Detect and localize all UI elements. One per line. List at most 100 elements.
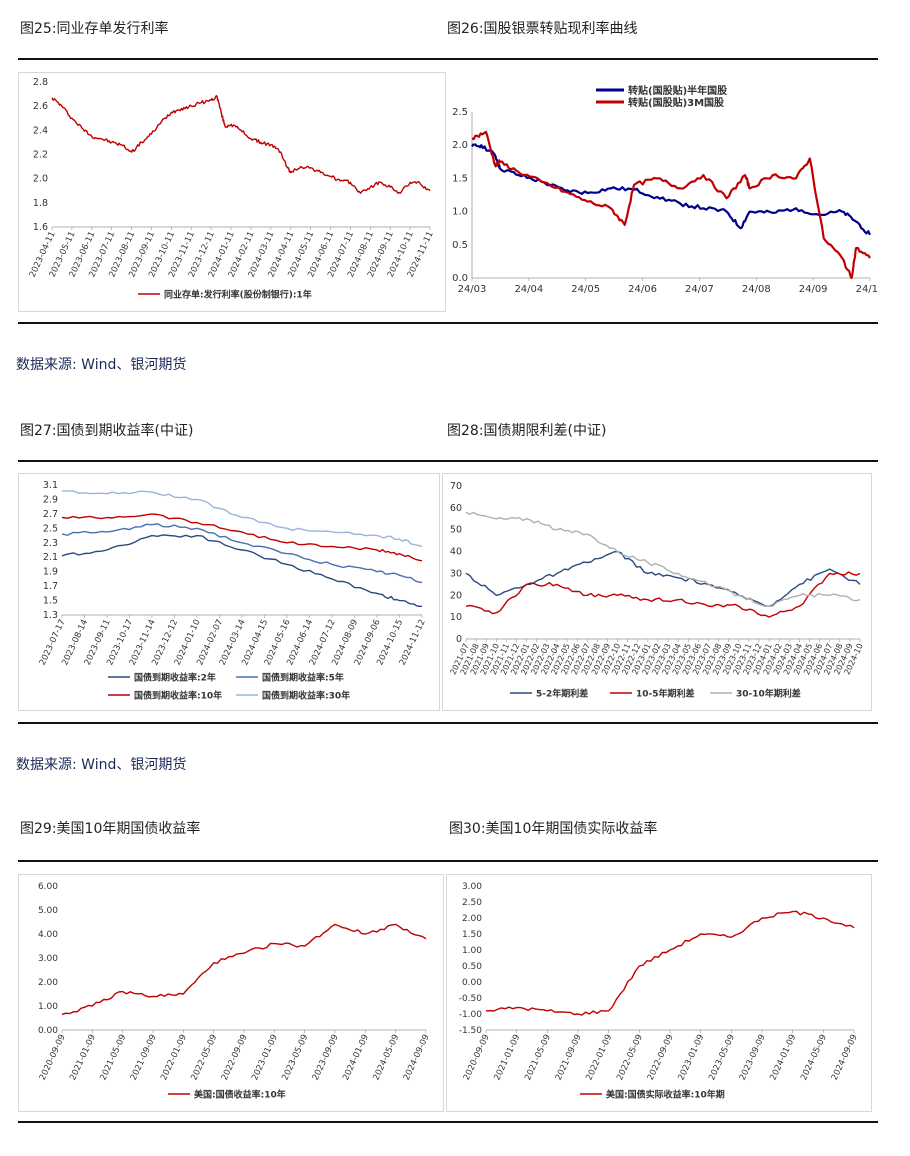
x-tick-label: 2021-05-09 [523, 1033, 553, 1082]
y-tick-label: 2.2 [33, 150, 48, 161]
y-tick-label: 0.00 [38, 1026, 58, 1036]
chart-28: 7060504030201002021-072021-082021-092021… [449, 481, 865, 700]
y-tick-label: 2.3 [43, 538, 58, 549]
x-tick-label: 2024-01-09 [768, 1033, 798, 1082]
x-tick-label: 2024-05-09 [371, 1033, 401, 1082]
y-tick-label: 2.8 [33, 77, 48, 88]
x-tick-label: 2021-09-09 [129, 1033, 159, 1082]
legend-label: 国债到期收益率:10年 [134, 690, 222, 702]
chart-frame-25 [18, 72, 446, 312]
series-line [61, 513, 423, 562]
legend-label: 国债到期收益率:30年 [262, 690, 350, 702]
series-line [51, 95, 431, 194]
x-tick-label: 24/03 [458, 284, 487, 295]
y-tick-label: 1.9 [43, 567, 58, 578]
series-line [465, 550, 861, 607]
y-tick-label: -1.00 [459, 1010, 483, 1020]
y-tick-label: 2.0 [452, 140, 468, 151]
y-tick-label: 2.7 [43, 509, 58, 520]
chart-25: 2.82.62.42.22.01.81.62023-04-112023-05-1… [28, 77, 436, 301]
y-tick-label: 1.50 [462, 930, 482, 940]
x-tick-label: 2024-01-09 [341, 1033, 371, 1082]
chart-30: 3.00 2.50 2.00 1.50 1.00 0.50 0.00 -0.50 -1.00 -1… [459, 882, 860, 1101]
x-tick-label: 24/09 [799, 284, 828, 295]
legend-label: 5-2年期利差 [536, 688, 588, 700]
y-tick-label: 2.9 [43, 494, 58, 505]
y-tick-label: 0 [456, 634, 462, 645]
legend-label: 转贴(国股贴)3M国股 [628, 96, 725, 109]
rule-top-2 [18, 322, 878, 324]
x-tick-label: 2022-09-09 [646, 1033, 676, 1082]
series-line [61, 534, 422, 607]
x-tick-label: 2023-09-09 [311, 1033, 341, 1082]
x-tick-label: 2023-01-09 [676, 1033, 706, 1082]
legend-label: 美国:国债收益率:10年 [194, 1089, 286, 1101]
y-tick-label: 1.8 [33, 198, 48, 209]
fig29-title: 图29:美国10年期国债收益率 [20, 821, 201, 837]
x-tick-label: 24/06 [628, 284, 657, 295]
y-tick-label: 2.00 [38, 978, 58, 988]
rule-top-1 [18, 58, 878, 60]
legend-label: 30-10年期利差 [736, 688, 801, 700]
series-line [465, 571, 861, 618]
rule-mid-2 [18, 722, 878, 724]
y-tick-label: -1.50 [459, 1026, 483, 1036]
y-tick-label: 1.7 [43, 581, 58, 592]
series-line [61, 923, 427, 1016]
fig30-title: 图30:美国10年期国债实际收益率 [449, 821, 658, 837]
x-tick-label: 24/07 [685, 284, 714, 295]
legend-label: 国债到期收益率:2年 [134, 672, 216, 684]
y-tick-label: 2.1 [43, 552, 58, 563]
y-tick-label: 1.6 [33, 222, 48, 233]
x-tick-label: 2024-09-09 [402, 1033, 432, 1082]
series-line [471, 130, 871, 280]
series-line [61, 523, 423, 584]
x-tick-label: 2022-09-09 [220, 1033, 250, 1082]
y-tick-label: 1.0 [452, 207, 468, 218]
chart-frame-30 [446, 874, 872, 1112]
y-tick-label: 3.00 [462, 882, 482, 892]
chart-27: 3.12.92.72.52.32.11.91.71.51.32023-07-17… [38, 480, 428, 702]
y-tick-label: 2.5 [43, 523, 58, 534]
y-tick-label: 3.00 [38, 954, 58, 964]
fig27-title: 图27:国债到期收益率(中证) [20, 423, 194, 439]
chart-frame-27 [18, 473, 440, 711]
rule-mid-1 [18, 460, 878, 462]
x-tick-label: 2023-01-09 [250, 1033, 280, 1082]
y-tick-label: 1.3 [43, 610, 58, 621]
y-tick-label: 0.00 [462, 978, 482, 988]
series-line [485, 910, 855, 1016]
y-tick-label: 40 [450, 547, 462, 558]
y-tick-label: 10 [450, 612, 462, 623]
fig28-title: 图28:国债期限利差(中证) [447, 423, 607, 439]
x-tick-label: 24/10 [856, 284, 878, 295]
y-tick-label: 0.5 [452, 240, 468, 251]
y-tick-label: 2.50 [462, 898, 482, 908]
y-tick-label: 2.4 [33, 125, 48, 136]
x-tick-label: 2020-09-09 [38, 1033, 68, 1082]
y-tick-label: 50 [450, 525, 462, 536]
x-tick-label: 24/04 [514, 284, 543, 295]
y-tick-label: 70 [450, 481, 462, 492]
x-tick-label: 24/08 [742, 284, 771, 295]
y-tick-label: 1.00 [38, 1002, 58, 1012]
rule-bottom-2 [18, 1121, 878, 1123]
legend-label: 同业存单:发行利率(股份制银行):1年 [164, 289, 312, 301]
fig26-title: 图26:国股银票转贴现利率曲线 [447, 21, 638, 37]
x-tick-label: 2023-05-09 [707, 1033, 737, 1082]
legend-label: 国债到期收益率:5年 [262, 672, 344, 684]
y-tick-label: 30 [450, 568, 462, 579]
x-tick-label: 2021-05-09 [98, 1033, 128, 1082]
x-tick-label: 2021-01-09 [68, 1033, 98, 1082]
x-tick-label: 24/05 [571, 284, 600, 295]
legend-label: 10-5年期利差 [636, 688, 695, 700]
series-line [61, 490, 423, 548]
rule-bottom-1 [18, 860, 878, 862]
y-tick-label: 5.00 [38, 906, 58, 916]
y-tick-label: 2.6 [33, 101, 48, 112]
x-tick-label: 2021-09-09 [554, 1033, 584, 1082]
x-tick-label: 2023-05-09 [280, 1033, 310, 1082]
x-tick-label: 2024-09-09 [830, 1033, 860, 1082]
source-note-1: 数据来源: Wind、银河期货 [16, 357, 187, 373]
